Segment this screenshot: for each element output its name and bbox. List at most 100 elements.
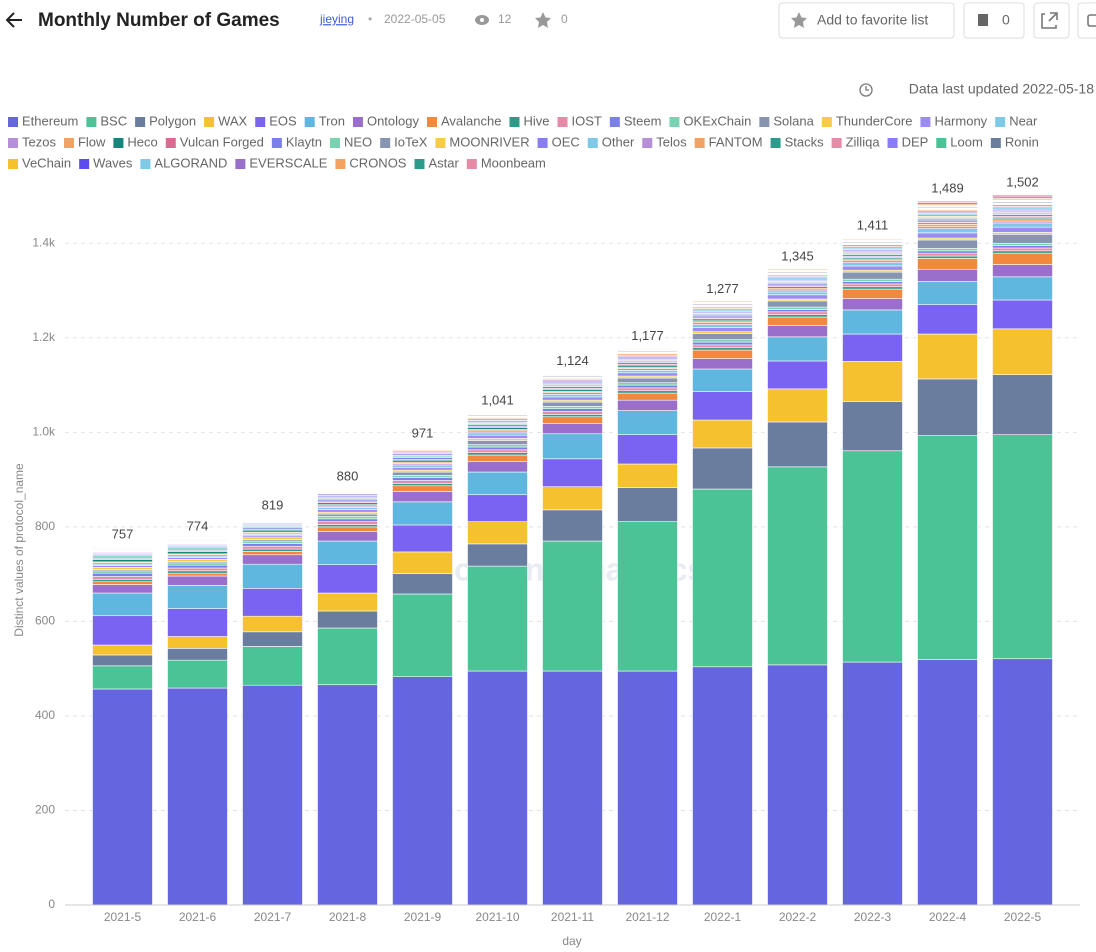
legend-item[interactable]: IoTeX: [380, 134, 428, 149]
bar-segment: [692, 419, 753, 449]
x-tick-label: 2021-12: [625, 910, 669, 924]
legend-item[interactable]: Klaytn: [271, 134, 322, 149]
bar-segment: [917, 239, 978, 249]
bar-segment: [767, 300, 828, 308]
legend-item[interactable]: Vulcan Forged: [165, 134, 264, 149]
y-axis-label: Distinct values of protocol_name: [12, 463, 26, 637]
legend-item[interactable]: EVERSCALE: [235, 155, 328, 170]
legend-item[interactable]: Moonbeam: [466, 155, 546, 170]
legend-item[interactable]: DEP: [887, 134, 929, 149]
legend-swatch: [587, 138, 598, 148]
legend-item[interactable]: Waves: [79, 155, 133, 170]
legend-swatch: [304, 117, 315, 127]
legend-item[interactable]: Hive: [509, 113, 550, 128]
bar-segment: [992, 242, 1053, 246]
bar-segment: [392, 573, 453, 595]
legend-item[interactable]: Tezos: [8, 134, 56, 149]
legend-label: BSC: [100, 113, 127, 128]
favorite-button[interactable]: [778, 2, 955, 39]
legend-item[interactable]: MOONRIVER: [435, 134, 530, 149]
x-tick-label: 2022-3: [854, 910, 892, 924]
legend-item[interactable]: Other: [587, 134, 635, 149]
legend-item[interactable]: Ronin: [990, 134, 1039, 149]
x-tick-label: 2022-2: [779, 910, 817, 924]
legend-item[interactable]: Stacks: [770, 134, 825, 149]
legend-label: OKExChain: [683, 113, 751, 128]
bar-segment: [92, 584, 153, 594]
legend-item[interactable]: OKExChain: [669, 113, 751, 128]
legend-item[interactable]: BSC: [86, 113, 127, 128]
legend-label: Ronin: [1005, 134, 1039, 149]
legend-item[interactable]: VeChain: [8, 155, 71, 170]
legend-item[interactable]: CRONOS: [335, 155, 407, 170]
total-label: 757: [112, 527, 134, 542]
bar-segment: [92, 579, 153, 582]
share-button[interactable]: [1033, 2, 1070, 39]
legend-item[interactable]: Ontology: [352, 113, 420, 128]
x-tick-label: 2021-8: [329, 910, 367, 924]
legend-item[interactable]: NEO: [330, 134, 372, 149]
bar-segment: [692, 341, 753, 346]
bar-segment: [617, 521, 678, 672]
legend-item[interactable]: Polygon: [135, 113, 196, 128]
legend-item[interactable]: Flow: [63, 134, 106, 149]
legend-item[interactable]: Telos: [642, 134, 687, 149]
legend-item[interactable]: Tron: [304, 113, 345, 128]
legend-item[interactable]: FANTOM: [694, 134, 763, 149]
bar-segment: [317, 518, 378, 522]
bar-segment: [692, 344, 753, 349]
bar-segment: [242, 551, 303, 556]
legend-label: IoTeX: [394, 134, 428, 149]
more-button[interactable]: [1077, 2, 1096, 39]
legend-item[interactable]: Near: [995, 113, 1038, 128]
legend-item[interactable]: Ethereum: [8, 113, 78, 128]
bar-segment: [842, 286, 903, 290]
legend-item[interactable]: OEC: [537, 134, 580, 149]
legend-item[interactable]: Avalanche: [427, 113, 501, 128]
bar-segment: [617, 390, 678, 394]
legend-label: Solana: [773, 113, 814, 128]
legend-item[interactable]: Harmony: [920, 113, 988, 128]
bar-segment: [242, 588, 303, 617]
legend-item[interactable]: ALGORAND: [140, 155, 227, 170]
legend-item[interactable]: WAX: [204, 113, 248, 128]
legend-item[interactable]: Loom: [936, 134, 983, 149]
legend-item[interactable]: Heco: [113, 134, 158, 149]
total-label: 1,177: [631, 328, 664, 343]
bar-segment: [842, 401, 903, 452]
legend-item[interactable]: Zilliqa: [831, 134, 881, 149]
bar-segment: [542, 423, 603, 435]
legend-item[interactable]: Astar: [414, 155, 459, 170]
legend-label: Near: [1009, 113, 1038, 128]
bar-segment: [92, 592, 153, 617]
legend-swatch: [694, 138, 705, 148]
share-icon: [1041, 12, 1058, 29]
bar-segment: [992, 218, 1053, 222]
legend-item[interactable]: Steem: [609, 113, 662, 128]
bar-segment: [467, 444, 528, 448]
back-arrow[interactable]: [5, 12, 22, 28]
bar-segment: [167, 551, 228, 555]
bar-segment: [917, 252, 978, 257]
y-tick-label: 1.2k: [32, 330, 56, 344]
copy-button[interactable]: [963, 2, 1025, 39]
bar-segment: [542, 416, 603, 424]
bar-segment: [617, 670, 678, 906]
bar-segment: [242, 563, 303, 589]
bar-segment: [992, 276, 1053, 301]
legend-item[interactable]: EOS: [255, 113, 297, 128]
more-icon: [1087, 14, 1096, 27]
bar-segment: [767, 314, 828, 318]
bar-segment: [542, 414, 603, 418]
bar-segment: [467, 494, 528, 522]
author[interactable]: jieying: [319, 12, 354, 26]
legend-item[interactable]: Solana: [759, 113, 815, 128]
legend-item[interactable]: IOST: [557, 113, 602, 128]
bar-segment: [317, 564, 378, 594]
legend-item[interactable]: ThunderCore: [821, 113, 913, 128]
y-tick-label: 1.4k: [32, 235, 56, 249]
clock-icon: [859, 83, 873, 97]
y-tick-label: 800: [35, 519, 55, 533]
legend-label: Steem: [624, 113, 662, 128]
bar-segment: [767, 306, 828, 310]
